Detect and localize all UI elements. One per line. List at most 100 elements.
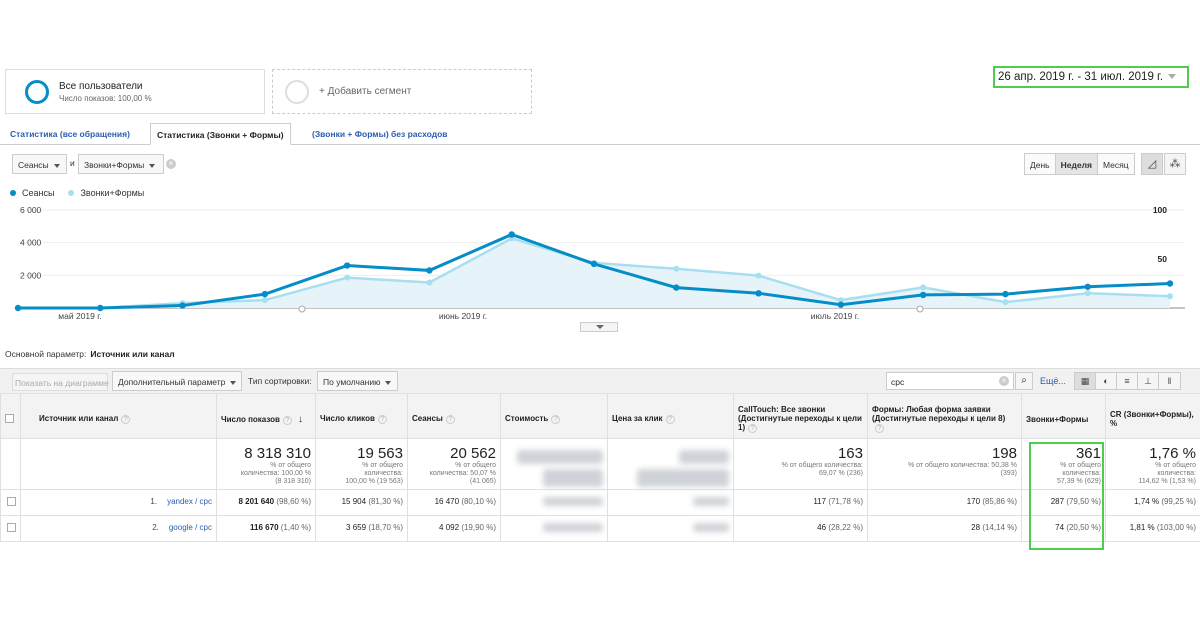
search-input[interactable]: cpc × (886, 372, 1014, 390)
chart-collapse-handle[interactable] (580, 322, 618, 332)
select-all-checkbox[interactable] (5, 413, 14, 423)
cost-cell-redacted (500, 515, 608, 542)
segment-ring-icon (25, 79, 49, 104)
legend-label: Сеансы (22, 188, 55, 198)
y-tick-label: 4 000 (20, 238, 42, 248)
row-checkbox[interactable] (7, 497, 16, 506)
annotation-marker-icon (298, 305, 306, 313)
cr-cell: 1,81 % (103,00 %) (1105, 515, 1200, 542)
header-calltouch[interactable]: CallTouch: Все звонки (Достигнутые перех… (733, 393, 868, 439)
add-segment-button[interactable]: + Добавить сегмент (272, 69, 532, 114)
secondary-dimension-select[interactable]: Дополнительный параметр (112, 371, 242, 391)
header-cost[interactable]: Стоимость? (500, 393, 608, 439)
total-value: 8 318 310 (244, 445, 311, 462)
source-cell: 1. yandex / cpc (20, 489, 217, 516)
cr-cell: 1,74 % (99,25 %) (1105, 489, 1200, 516)
header-impressions[interactable]: Число показов? ↓ (216, 393, 316, 439)
help-icon[interactable]: ? (121, 415, 131, 424)
total-forms: 198% от общего количества: 50,38 % (393) (867, 438, 1022, 490)
legend-dot-icon (68, 190, 75, 196)
metric1-select[interactable]: Сеансы (12, 154, 67, 174)
more-link[interactable]: Ещё... (1040, 376, 1066, 386)
redacted-value (543, 469, 603, 487)
tab-all-requests[interactable]: Статистика (все обращения) (10, 129, 130, 139)
impressions-cell: 116 670 (1,40 %) (216, 515, 316, 542)
primary-dimension-value[interactable]: Источник или канал (90, 349, 175, 359)
remove-metric-icon[interactable]: × (166, 159, 176, 169)
data-point (343, 262, 351, 269)
cell-percent: (81,30 %) (368, 497, 403, 506)
total-sub: количества: (1157, 470, 1196, 477)
chevron-down-icon (53, 163, 60, 168)
show-on-chart-button[interactable]: Показать на диаграмме (12, 373, 109, 391)
select-all-cell[interactable] (0, 393, 21, 439)
granularity-buttons: День Неделя Месяц (1024, 153, 1135, 175)
x-tick-label: июль 2019 г. (811, 311, 859, 321)
add-segment-label: + Добавить сегмент (319, 86, 412, 97)
cell-value: 15 904 (341, 497, 367, 506)
header-source[interactable]: Источник или канал? (20, 393, 217, 439)
calls-forms-cell: 287 (79,50 %) (1021, 489, 1106, 516)
cell-percent: (85,86 %) (982, 497, 1017, 506)
tab-calls-forms[interactable]: Статистика (Звонки + Формы) (150, 123, 291, 145)
help-icon[interactable]: ? (377, 415, 387, 424)
row-select-cell[interactable] (0, 515, 21, 542)
help-icon[interactable]: ? (551, 415, 561, 424)
cell-percent: (79,50 %) (1066, 497, 1101, 506)
pivot-view-icon[interactable]: ‖ (1159, 373, 1180, 389)
pie-view-icon[interactable]: ◐ (1096, 373, 1117, 389)
metric1-label: Сеансы (18, 160, 49, 170)
granularity-day-button[interactable]: День (1025, 154, 1056, 174)
help-icon[interactable]: ? (282, 415, 292, 425)
granularity-month-button[interactable]: Месяц (1097, 154, 1134, 174)
cell-value: 4 092 (439, 523, 460, 532)
data-point (920, 284, 927, 291)
header-sessions[interactable]: Сеансы? (407, 393, 501, 439)
redacted-value (517, 450, 603, 464)
header-label: Сеансы (412, 414, 443, 423)
motion-chart-icon[interactable]: ⁂ (1164, 153, 1186, 175)
cell-value: 8 201 640 (238, 497, 275, 506)
sort-type-select[interactable]: По умолчанию (317, 371, 398, 391)
source-link[interactable]: yandex / cpc (167, 497, 212, 506)
header-cr[interactable]: CR (Звонки+Формы), % (1105, 393, 1200, 439)
total-sub: (41 065) (469, 478, 496, 485)
sort-arrow-down-icon[interactable]: ↓ (297, 413, 303, 425)
header-cpc[interactable]: Цена за клик? (607, 393, 734, 439)
tab-calls-forms-no-cost[interactable]: (Звонки + Формы) без расходов (312, 129, 448, 139)
help-icon[interactable]: ? (748, 424, 758, 433)
total-sub: 69,07 % (236) (819, 470, 863, 477)
help-icon[interactable]: ? (665, 415, 675, 424)
metric2-label: Звонки+Формы (84, 160, 145, 170)
date-range-picker[interactable]: 26 апр. 2019 г. - 31 июл. 2019 г. (993, 66, 1189, 88)
help-icon[interactable]: ? (875, 424, 884, 433)
comparison-view-icon[interactable]: ⊥ (1138, 373, 1159, 389)
total-sub: % от общего (362, 462, 403, 469)
source-link[interactable]: google / cpc (168, 523, 212, 532)
line-chart-icon[interactable]: ◿ (1141, 153, 1163, 175)
performance-view-icon[interactable]: ≡ (1117, 373, 1138, 389)
row-select-cell[interactable] (0, 489, 21, 516)
series-area (18, 238, 1170, 308)
total-sub: количества: 100,00 % (240, 470, 311, 477)
search-icon[interactable]: ⌕ (1015, 372, 1033, 390)
metric2-select[interactable]: Звонки+Формы (78, 154, 164, 174)
header-label: Стоимость (505, 414, 549, 423)
cell-percent: (98,60 %) (276, 497, 311, 506)
date-range-text: 26 апр. 2019 г. - 31 июл. 2019 г. (998, 71, 1164, 83)
primary-dimension: Основной параметр: Источник или канал (5, 349, 175, 359)
row-checkbox[interactable] (7, 523, 16, 532)
help-icon[interactable]: ? (445, 415, 455, 424)
table-view-icon[interactable]: ▦ (1075, 373, 1096, 389)
header-forms[interactable]: Формы: Любая форма заявки (Достигнутые п… (867, 393, 1022, 439)
header-label: Звонки+Формы (1026, 414, 1089, 424)
segment-all-users[interactable]: Все пользователи Число показов: 100,00 % (5, 69, 265, 114)
total-value: 1,76 % (1149, 445, 1196, 462)
cell-percent: (103,00 %) (1156, 523, 1196, 532)
header-calls-forms[interactable]: Звонки+Формы (1021, 393, 1106, 439)
granularity-week-button[interactable]: Неделя (1055, 154, 1098, 174)
clear-search-icon[interactable]: × (999, 376, 1009, 386)
table-row: 2. google / cpc 116 670 (1,40 %) 3 659 (1… (0, 515, 1200, 542)
header-clicks[interactable]: Число кликов? (315, 393, 408, 439)
data-point (837, 301, 845, 308)
